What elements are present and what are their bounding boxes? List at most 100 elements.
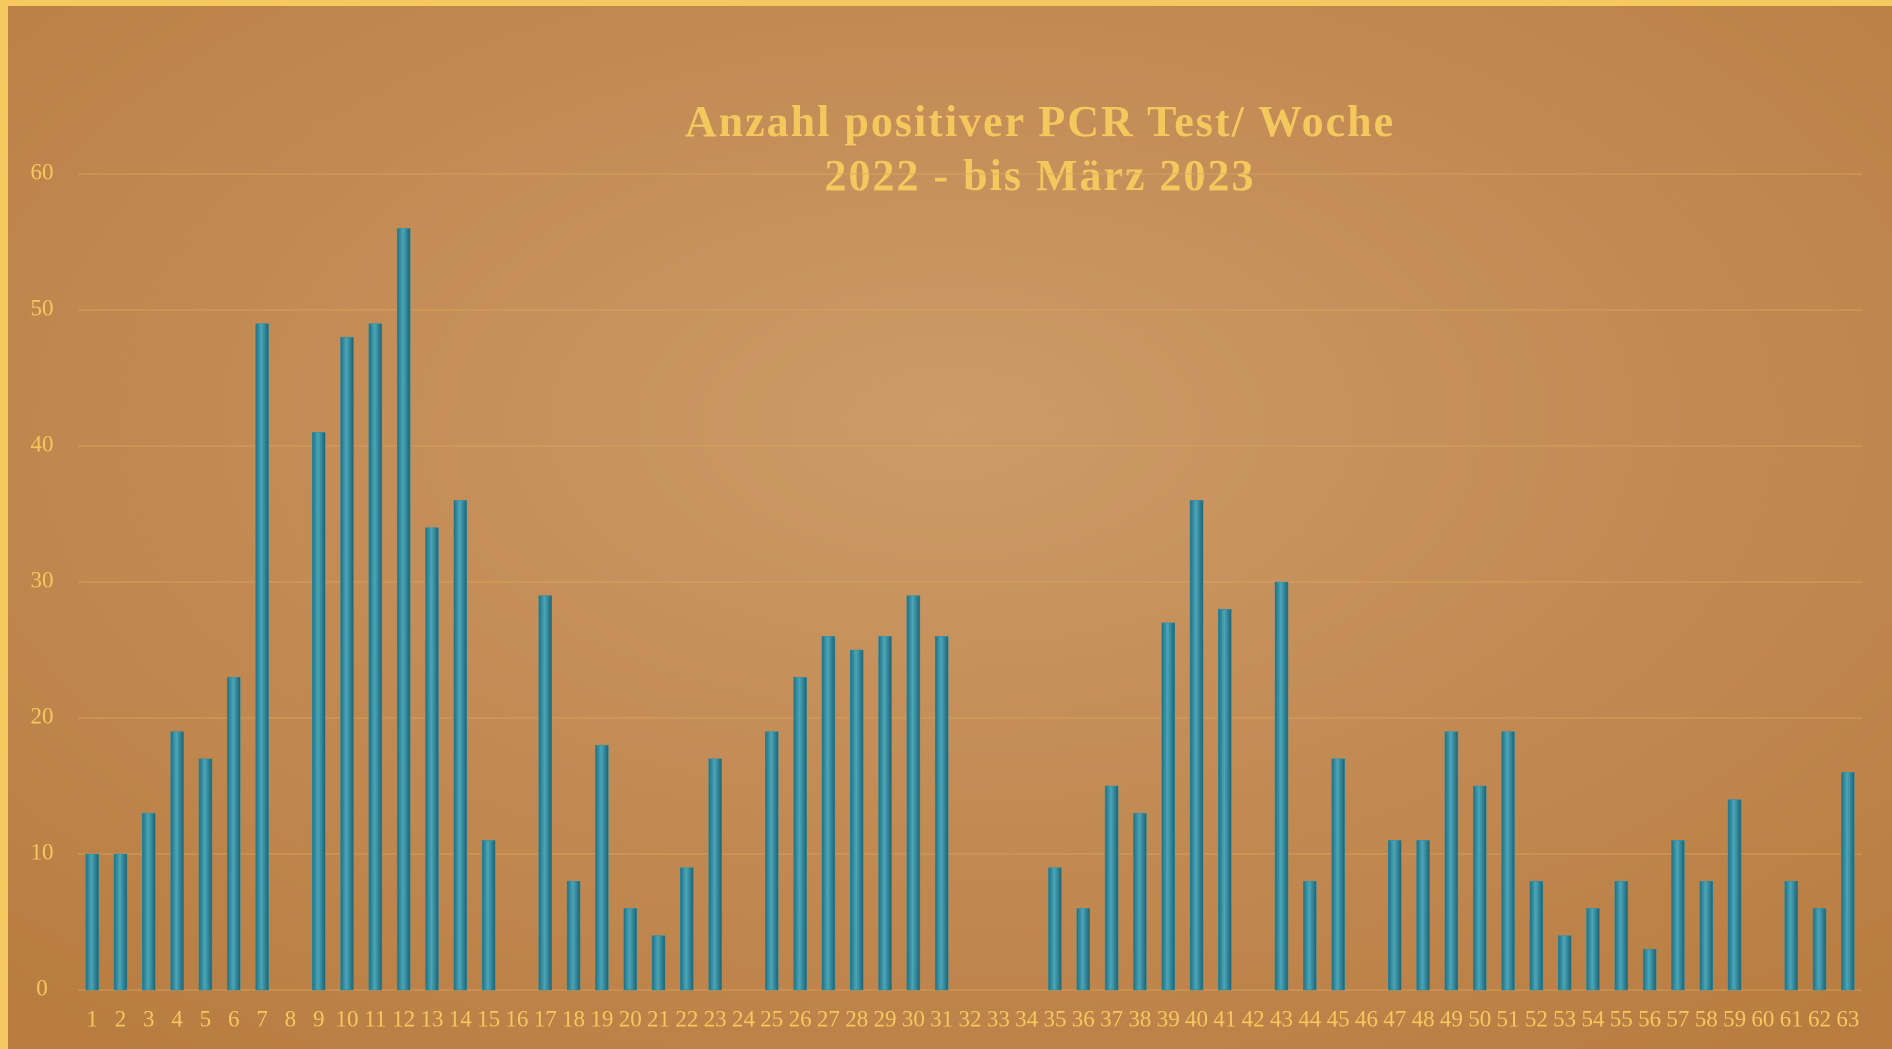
x-tick-label: 61 xyxy=(1780,1006,1803,1031)
bar xyxy=(170,731,184,991)
y-tick-label: 0 xyxy=(36,975,48,1000)
x-tick-label: 55 xyxy=(1610,1006,1633,1031)
bar xyxy=(1189,500,1204,991)
bar xyxy=(1557,935,1572,991)
x-tick-label: 62 xyxy=(1808,1006,1831,1031)
bar xyxy=(1812,908,1827,991)
x-tick-label: 37 xyxy=(1100,1006,1123,1031)
x-tick-label: 41 xyxy=(1213,1006,1236,1031)
x-tick-label: 8 xyxy=(285,1006,297,1031)
bar xyxy=(1274,581,1289,991)
bar xyxy=(1642,948,1657,991)
x-tick-label: 44 xyxy=(1298,1006,1322,1031)
x-tick-label: 43 xyxy=(1270,1006,1293,1031)
x-tick-label: 56 xyxy=(1638,1006,1661,1031)
bar xyxy=(368,323,383,991)
x-tick-label: 47 xyxy=(1383,1006,1406,1031)
y-tick-label: 50 xyxy=(31,295,54,320)
y-tick-label: 20 xyxy=(31,703,54,728)
bar xyxy=(142,812,156,991)
x-tick-label: 16 xyxy=(505,1006,528,1031)
x-tick-label: 30 xyxy=(902,1006,925,1031)
x-tick-label: 49 xyxy=(1440,1006,1463,1031)
bar xyxy=(425,527,439,991)
x-tick-label: 18 xyxy=(562,1006,585,1031)
x-tick-label: 23 xyxy=(704,1006,727,1031)
y-tick-label: 60 xyxy=(31,159,54,184)
bar xyxy=(595,744,609,991)
x-tick-label: 28 xyxy=(845,1006,868,1031)
x-tick-label: 12 xyxy=(392,1006,415,1031)
bar xyxy=(396,228,411,991)
bar xyxy=(1671,840,1685,991)
x-tick-label: 29 xyxy=(874,1006,897,1031)
bar xyxy=(255,323,269,991)
bar xyxy=(1388,840,1402,991)
x-tick-label: 50 xyxy=(1468,1006,1491,1031)
x-tick-label: 34 xyxy=(1015,1006,1039,1031)
bar xyxy=(1614,880,1629,991)
x-tick-label: 51 xyxy=(1497,1006,1520,1031)
x-tick-label: 19 xyxy=(590,1006,613,1031)
x-tick-label: 63 xyxy=(1836,1006,1859,1031)
bar xyxy=(1048,867,1062,991)
bar xyxy=(1472,785,1487,991)
bar xyxy=(1784,880,1798,991)
x-tick-label: 15 xyxy=(477,1006,500,1031)
x-tick-label: 27 xyxy=(817,1006,840,1031)
x-tick-label: 38 xyxy=(1128,1006,1151,1031)
x-tick-label: 4 xyxy=(171,1006,183,1031)
x-tick-label: 48 xyxy=(1412,1006,1435,1031)
bar xyxy=(1104,785,1119,991)
x-tick-label: 6 xyxy=(228,1006,240,1031)
x-tick-label: 46 xyxy=(1355,1006,1378,1031)
bar xyxy=(680,867,694,991)
x-tick-label: 33 xyxy=(987,1006,1010,1031)
bar xyxy=(453,500,468,991)
x-tick-label: 53 xyxy=(1553,1006,1576,1031)
bar xyxy=(1161,622,1175,991)
bar xyxy=(198,758,213,991)
bar xyxy=(821,636,836,991)
bar xyxy=(1331,758,1345,991)
bar xyxy=(849,649,864,991)
bar xyxy=(623,908,637,991)
x-tick-label: 11 xyxy=(364,1006,386,1031)
x-tick-label: 20 xyxy=(619,1006,642,1031)
x-tick-label: 13 xyxy=(420,1006,443,1031)
bar xyxy=(1501,731,1515,991)
x-tick-label: 45 xyxy=(1327,1006,1350,1031)
x-tick-label: 57 xyxy=(1666,1006,1689,1031)
chart-title: Anzahl positiver PCR Test/ Woche xyxy=(685,97,1395,146)
bar xyxy=(1529,880,1544,991)
x-tick-label: 32 xyxy=(959,1006,982,1031)
bar xyxy=(566,880,581,991)
bar xyxy=(1841,772,1855,991)
x-tick-label: 36 xyxy=(1072,1006,1095,1031)
bar xyxy=(1699,880,1714,991)
bar xyxy=(226,676,241,991)
x-tick-label: 59 xyxy=(1723,1006,1746,1031)
x-tick-label: 39 xyxy=(1157,1006,1180,1031)
y-tick-label: 30 xyxy=(31,567,54,592)
x-tick-label: 5 xyxy=(200,1006,212,1031)
x-tick-label: 31 xyxy=(930,1006,953,1031)
x-tick-label: 2 xyxy=(115,1006,127,1031)
x-tick-label: 52 xyxy=(1525,1006,1548,1031)
x-tick-label: 14 xyxy=(449,1006,473,1031)
x-tick-label: 7 xyxy=(256,1006,268,1031)
chart-subtitle: 2022 - bis März 2023 xyxy=(824,151,1255,200)
x-tick-label: 58 xyxy=(1695,1006,1718,1031)
bar xyxy=(1133,812,1147,991)
bar xyxy=(538,595,552,991)
x-tick-label: 35 xyxy=(1043,1006,1066,1031)
x-tick-label: 26 xyxy=(789,1006,812,1031)
bar xyxy=(878,636,892,991)
y-tick-label: 40 xyxy=(31,431,54,456)
bar xyxy=(765,731,779,991)
bar xyxy=(340,336,354,991)
x-tick-label: 3 xyxy=(143,1006,155,1031)
bar xyxy=(934,636,949,991)
bar xyxy=(1076,908,1091,991)
